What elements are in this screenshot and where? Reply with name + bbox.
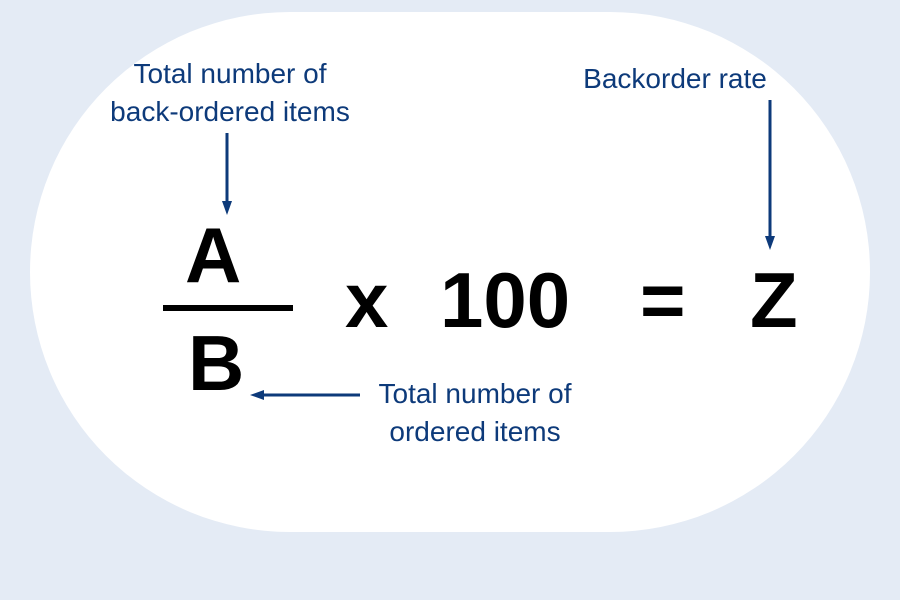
denominator-label-line2: ordered items bbox=[389, 416, 560, 447]
arrow-result bbox=[750, 80, 790, 270]
formula-fraction-bar bbox=[163, 305, 293, 311]
arrow-denominator bbox=[230, 375, 380, 415]
numerator-label-line1: Total number of bbox=[134, 58, 327, 89]
formula-equals: = bbox=[640, 255, 686, 346]
result-label-line1: Backorder rate bbox=[583, 63, 767, 94]
denominator-label-line1: Total number of bbox=[379, 378, 572, 409]
denominator-label: Total number of ordered items bbox=[345, 375, 605, 451]
formula-hundred: 100 bbox=[440, 255, 570, 346]
formula-times: x bbox=[345, 255, 388, 346]
arrow-numerator bbox=[207, 113, 247, 235]
